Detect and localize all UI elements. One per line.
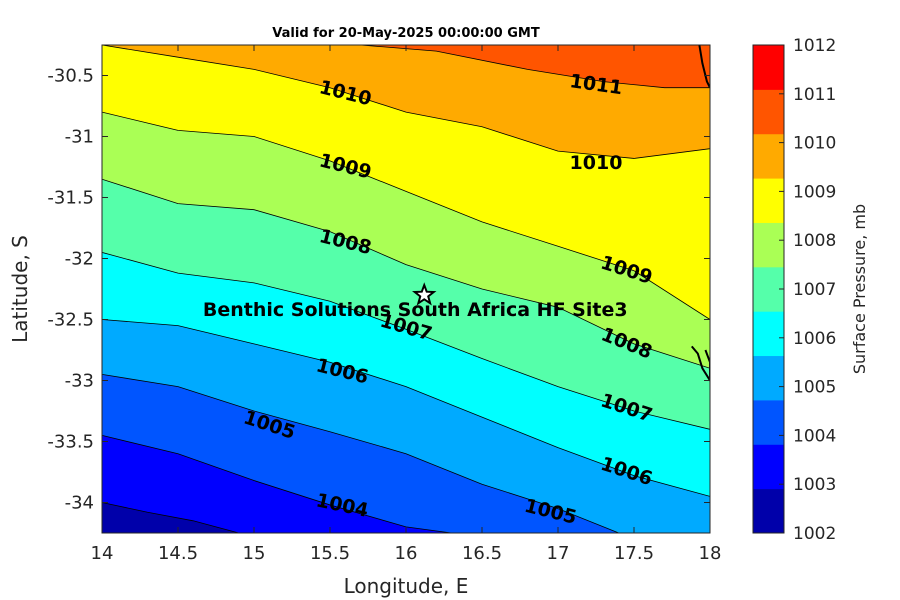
y-axis: -30.5 -31 -31.5 -32 -32.5 -33 -33.5 -34 [47,66,710,514]
x-tick-label: 17 [547,543,570,564]
coastline [690,45,710,382]
x-tick-label: 16.5 [462,543,502,564]
colorbar-tick-label: 1005 [793,378,836,398]
x-tick-label: 15.5 [310,543,350,564]
x-tick-label: 14.5 [158,543,198,564]
site-star-icon [412,282,437,306]
colorbar-segment [753,488,784,534]
colorbar-tick-label: 1008 [793,231,836,251]
colorbar-tick-label: 1002 [793,524,836,544]
contour-1008 [102,178,710,369]
y-tick-label: -30.5 [47,66,94,87]
colorbar-segment [753,266,784,312]
contour-1005 [102,374,619,533]
colorbar-tick-label: 1010 [793,134,836,154]
plot-area: 1011101010101009100910081008100710071006… [102,45,710,533]
colorbar-segment [753,178,784,223]
contour-lines [102,45,710,533]
x-tick-label: 15 [243,543,266,564]
band-1003 [102,435,452,533]
colorbar-tick-label: 1006 [793,329,836,349]
colorbar-segment [753,133,784,179]
colorbar-label: Surface Pressure, mb [850,204,869,374]
x-tick-label: 16 [395,543,418,564]
coastline-segment-0 [698,45,710,89]
colorbar-tick-label: 1003 [793,475,836,495]
colorbar-tick-label: 1009 [793,182,836,202]
x-axis: 14 14.5 15 15.5 16 16.5 17 17.5 18 [91,45,722,564]
contour-1006 [102,319,710,497]
chart-title: Valid for 20-May-2025 00:00:00 GMT [272,26,540,41]
colorbar-tick-label: 1011 [793,85,836,105]
colorbar-tick-label: 1012 [793,36,836,56]
colorbar-tick-label: 1007 [793,280,836,300]
colorbar-tick-label: 1004 [793,426,836,446]
x-tick-label: 17.5 [614,543,654,564]
contour-1010 [102,45,710,159]
y-tick-label: -32 [65,249,94,270]
contour-1011 [360,45,710,89]
contour-1007 [102,252,710,430]
pressure-fill-bands [102,45,710,533]
x-axis-label: Longitude, E [344,574,469,598]
colorbar-segment [753,89,784,135]
y-tick-label: -31.5 [47,188,94,209]
colorbar: 1002 1003 1004 1005 1006 1007 1008 1009 1010 1011… [752,36,836,544]
y-tick-label: -33.5 [47,432,94,453]
colorbar-segment [753,444,784,490]
colorbar-segment [753,45,784,90]
y-axis-label: Latitude, S [8,235,32,343]
colorbar-segment [753,222,784,268]
x-tick-label: 18 [699,543,722,564]
site-label: Benthic Solutions South Africa HF Site3 [203,299,628,321]
contour-1003 [102,502,239,533]
contour-1004 [102,435,452,533]
coastline-segment-1 [690,345,710,382]
contour-label: 1010 [570,152,623,174]
y-tick-label: -34 [65,493,94,514]
colorbar-segment [753,399,784,445]
y-tick-label: -31 [65,127,94,148]
contour-1009 [102,111,710,320]
colorbar-segment [753,355,784,401]
y-tick-label: -32.5 [47,310,94,331]
x-tick-label: 14 [91,543,114,564]
y-tick-label: -33 [65,371,94,392]
colorbar-segment [753,311,784,357]
